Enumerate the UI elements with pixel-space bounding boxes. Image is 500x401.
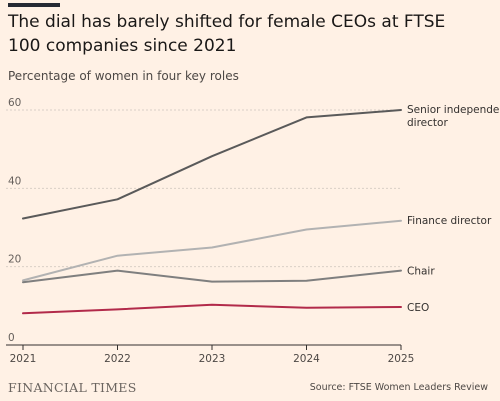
- series-line-finance-director: [22, 219, 402, 282]
- y-tick-label: 20: [8, 254, 21, 266]
- series-label: CEO: [407, 302, 429, 314]
- ft-logo: FINANCIAL TIMES: [8, 380, 137, 395]
- series-label: Chair: [407, 266, 435, 278]
- x-tick-label: 2025: [388, 353, 415, 365]
- x-tick-label: 2021: [10, 353, 37, 365]
- y-tick-label: 0: [8, 332, 15, 344]
- y-tick-label: 60: [8, 97, 21, 109]
- series-label: Finance director: [407, 215, 492, 227]
- chart-subtitle: Percentage of women in four key roles: [8, 69, 239, 83]
- series-label: Senior independent director: [407, 104, 500, 129]
- series-line-senior-independent-director: [22, 109, 402, 220]
- x-tick-label: 2023: [199, 353, 226, 365]
- y-tick-label: 40: [8, 175, 21, 187]
- x-tick-label: 2022: [104, 353, 131, 365]
- source-note: Source: FTSE Women Leaders Review: [309, 382, 488, 393]
- title-accent-bar: [8, 3, 60, 7]
- x-tick-label: 2024: [293, 353, 320, 365]
- series-line-chair: [22, 269, 402, 284]
- series-line-ceo: [22, 303, 402, 315]
- chart-title: The dial has barely shifted for female C…: [8, 12, 446, 56]
